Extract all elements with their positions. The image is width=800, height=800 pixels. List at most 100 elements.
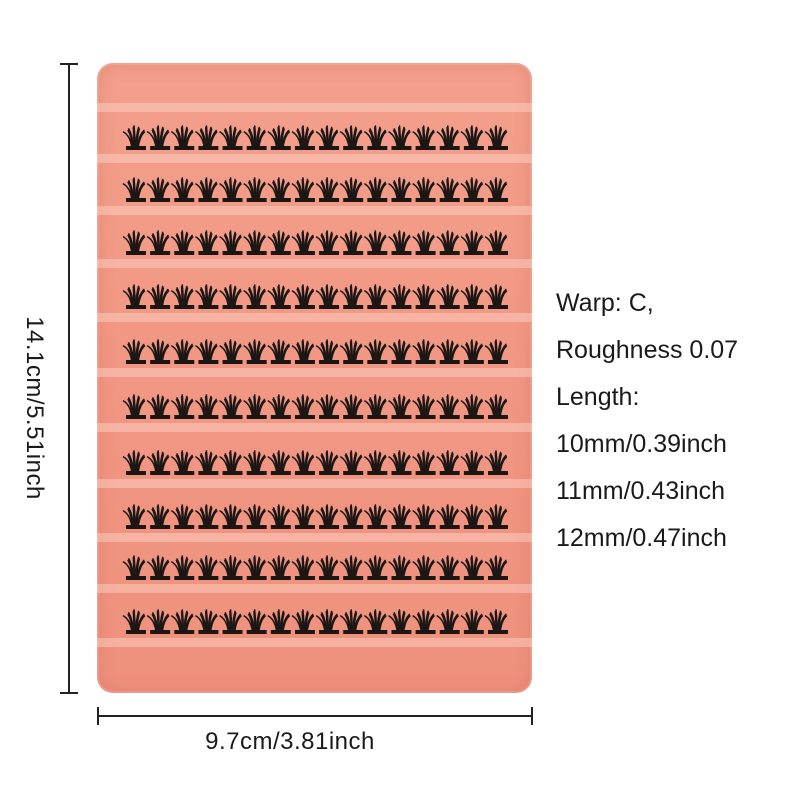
lash-cluster	[146, 230, 171, 255]
lash-cluster	[460, 609, 484, 634]
lash-cluster	[267, 555, 291, 580]
lash-cluster	[364, 230, 388, 255]
lash-cluster	[315, 125, 340, 150]
lash-cluster	[195, 125, 219, 150]
lash-cluster	[171, 504, 195, 529]
lash-cluster	[412, 339, 436, 364]
lash-cluster	[460, 284, 484, 309]
lash-cluster	[219, 339, 243, 364]
lash-cluster	[364, 177, 388, 202]
lash-cluster	[412, 230, 436, 255]
lash-cluster	[460, 339, 484, 364]
lash-cluster	[436, 450, 460, 475]
lash-cluster	[219, 504, 243, 529]
lash-cluster	[315, 394, 340, 419]
lash-cluster	[291, 339, 315, 364]
lash-cluster	[484, 450, 508, 475]
lash-cluster	[267, 177, 291, 202]
lash-cluster	[219, 394, 243, 419]
lash-cluster	[412, 394, 436, 419]
lash-cluster	[243, 284, 267, 309]
lash-cluster	[219, 284, 243, 309]
lash-cluster	[484, 394, 508, 419]
lash-cluster	[267, 609, 291, 634]
lash-cluster	[171, 394, 195, 419]
lash-cluster	[388, 555, 412, 580]
lash-cluster	[122, 609, 146, 634]
lash-cluster	[243, 504, 267, 529]
lash-cluster	[267, 339, 291, 364]
spec-length-10: 10mm/0.39inch	[556, 430, 727, 458]
lash-cluster	[243, 394, 267, 419]
width-dimension-line	[97, 715, 532, 717]
tray-groove	[97, 103, 532, 112]
lash-cluster	[195, 504, 219, 529]
lash-cluster	[195, 394, 219, 419]
lash-cluster	[340, 230, 364, 255]
lash-cluster	[146, 504, 171, 529]
lash-cluster	[388, 177, 412, 202]
lash-cluster	[171, 177, 195, 202]
lash-cluster	[484, 230, 508, 255]
lash-cluster	[146, 125, 171, 150]
lash-cluster	[122, 125, 146, 150]
tray-groove	[97, 259, 532, 268]
tray-groove	[97, 313, 532, 322]
lash-cluster	[171, 450, 195, 475]
lash-cluster	[291, 284, 315, 309]
lash-cluster	[171, 609, 195, 634]
lash-cluster	[315, 284, 340, 309]
lash-cluster	[122, 230, 146, 255]
lash-cluster	[340, 394, 364, 419]
lash-cluster	[219, 450, 243, 475]
tray-groove	[97, 206, 532, 215]
lash-cluster	[436, 177, 460, 202]
width-dimension-label: 9.7cm/3.81inch	[205, 728, 375, 755]
lash-cluster	[484, 125, 508, 150]
width-dimension-cap-left	[97, 707, 99, 725]
lash-cluster	[340, 555, 364, 580]
tray-groove	[97, 368, 532, 377]
lash-cluster	[243, 555, 267, 580]
lash-cluster	[388, 284, 412, 309]
lash-cluster	[484, 177, 508, 202]
height-dimension-line	[68, 63, 70, 693]
lash-cluster	[122, 450, 146, 475]
spec-length-12: 12mm/0.47inch	[556, 524, 727, 552]
lash-cluster	[388, 504, 412, 529]
lash-cluster	[436, 230, 460, 255]
height-dimension-cap-bottom	[60, 692, 78, 694]
lash-cluster	[340, 125, 364, 150]
lash-cluster	[291, 555, 315, 580]
lash-cluster	[219, 230, 243, 255]
lash-cluster	[171, 555, 195, 580]
lash-cluster	[267, 504, 291, 529]
lash-cluster	[146, 177, 171, 202]
lash-cluster	[460, 125, 484, 150]
lash-cluster	[171, 125, 195, 150]
spec-list: Warp: C, Roughness 0.07 Length: 10mm/0.3…	[556, 280, 738, 562]
lash-cluster	[340, 339, 364, 364]
lash-cluster	[484, 555, 508, 580]
spec-curl: Warp: C,	[556, 289, 654, 317]
lash-cluster	[243, 177, 267, 202]
lash-cluster	[267, 394, 291, 419]
lash-cluster	[412, 125, 436, 150]
lash-cluster	[484, 504, 508, 529]
lash-cluster	[122, 339, 146, 364]
lash-cluster	[122, 177, 146, 202]
lash-cluster	[364, 504, 388, 529]
lash-cluster	[315, 450, 340, 475]
lash-cluster	[484, 284, 508, 309]
lash-cluster	[460, 450, 484, 475]
lash-cluster	[122, 394, 146, 419]
lash-cluster	[340, 284, 364, 309]
lash-cluster	[436, 125, 460, 150]
tray-groove	[97, 479, 532, 488]
lash-cluster	[388, 609, 412, 634]
lash-cluster	[364, 609, 388, 634]
lash-cluster	[146, 555, 171, 580]
lash-cluster	[484, 339, 508, 364]
lash-cluster	[291, 450, 315, 475]
lash-cluster	[436, 394, 460, 419]
